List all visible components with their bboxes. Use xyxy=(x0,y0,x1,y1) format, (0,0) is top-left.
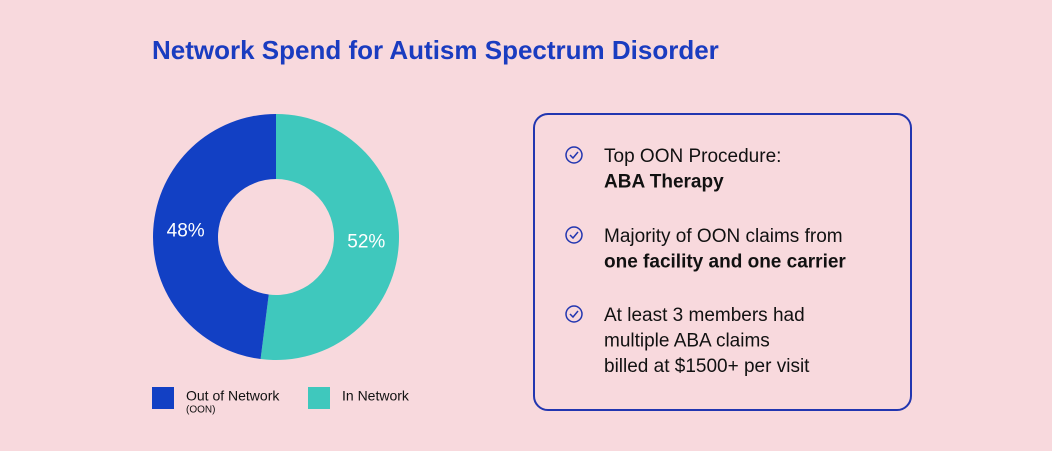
notes-box xyxy=(533,113,912,411)
note-line: ABA Therapy xyxy=(604,172,724,193)
legend-label: In Network xyxy=(342,388,410,404)
legend-note: (OON) xyxy=(186,405,215,416)
check-tick xyxy=(569,231,579,240)
donut-segment xyxy=(260,114,399,360)
check-tick xyxy=(569,151,579,160)
note-line: multiple ABA claims xyxy=(604,331,770,352)
legend-swatch xyxy=(152,387,174,409)
legend-label: Out of Network xyxy=(186,388,280,404)
note-line: Majority of OON claims from xyxy=(604,226,843,247)
note-line: billed at $1500+ per visit xyxy=(604,356,810,377)
donut-segment xyxy=(152,113,276,360)
note-line: one facility and one carrier xyxy=(604,252,846,273)
note-line: Top OON Procedure: xyxy=(604,146,781,167)
value-label: 48% xyxy=(167,220,205,241)
check-icon xyxy=(565,226,583,244)
legend-swatch xyxy=(308,387,330,409)
value-label: 52% xyxy=(347,232,385,253)
check-tick xyxy=(569,310,579,319)
check-icon xyxy=(565,146,583,164)
check-icon xyxy=(565,305,583,323)
note-line: At least 3 members had xyxy=(604,305,805,326)
chart-title: Network Spend for Autism Spectrum Disord… xyxy=(152,35,719,65)
